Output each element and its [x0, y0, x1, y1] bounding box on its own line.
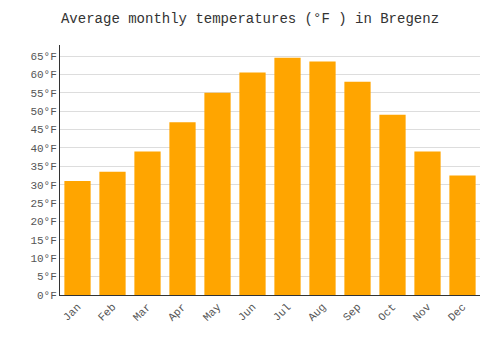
- svg-text:Average monthly temperatures (: Average monthly temperatures (°F ) in Br…: [61, 11, 439, 27]
- svg-text:45°F: 45°F: [30, 124, 56, 136]
- svg-text:Oct: Oct: [376, 301, 398, 323]
- svg-text:5°F: 5°F: [37, 271, 57, 283]
- svg-text:10°F: 10°F: [30, 253, 56, 265]
- svg-text:Jul: Jul: [271, 301, 293, 323]
- svg-text:25°F: 25°F: [30, 198, 56, 210]
- svg-text:Jan: Jan: [61, 301, 83, 323]
- svg-text:30°F: 30°F: [30, 180, 56, 192]
- svg-text:Apr: Apr: [166, 301, 188, 323]
- svg-text:Sep: Sep: [341, 301, 363, 323]
- svg-text:55°F: 55°F: [30, 88, 56, 100]
- svg-text:Feb: Feb: [96, 301, 118, 323]
- svg-text:50°F: 50°F: [30, 106, 56, 118]
- svg-text:60°F: 60°F: [30, 69, 56, 81]
- svg-text:15°F: 15°F: [30, 235, 56, 247]
- svg-text:May: May: [201, 301, 224, 324]
- svg-text:20°F: 20°F: [30, 216, 56, 228]
- svg-text:40°F: 40°F: [30, 143, 56, 155]
- svg-text:35°F: 35°F: [30, 161, 56, 173]
- svg-text:Nov: Nov: [411, 301, 434, 324]
- svg-text:Jun: Jun: [236, 301, 258, 323]
- svg-text:0°F: 0°F: [37, 290, 57, 302]
- svg-text:65°F: 65°F: [30, 51, 56, 63]
- svg-text:Aug: Aug: [306, 301, 328, 323]
- svg-text:Dec: Dec: [446, 301, 468, 323]
- svg-text:Mar: Mar: [131, 301, 153, 323]
